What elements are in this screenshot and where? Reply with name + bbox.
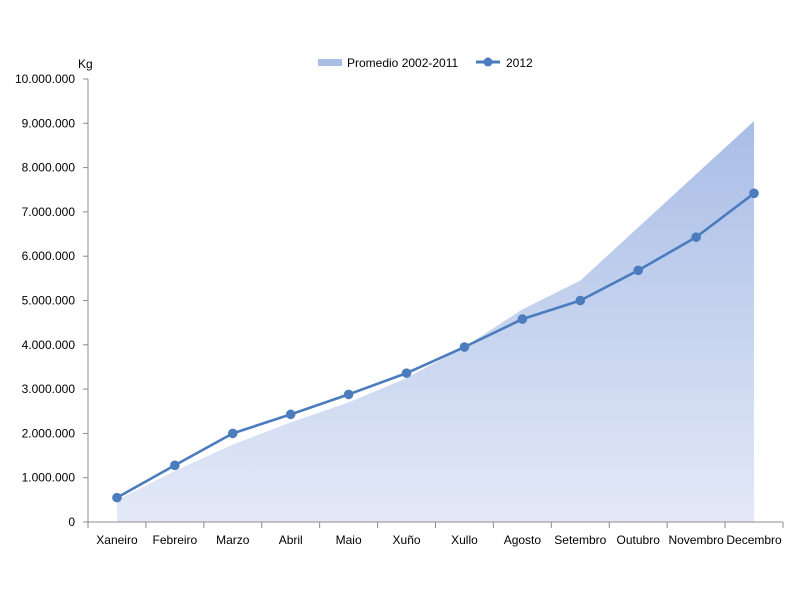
- x-tick-label: Maio: [336, 533, 362, 547]
- x-axis-tick-labels: Xaneiro Febreiro Marzo Abril Maio Xuño Xullo Ag…: [96, 533, 782, 547]
- y-tick-label: 1.000.000: [22, 471, 76, 485]
- legend-swatch-average: [318, 59, 342, 66]
- x-tick-label: Febreiro: [153, 533, 198, 547]
- line-series-2012: [112, 188, 759, 503]
- legend-label-average: Promedio 2002-2011: [347, 56, 459, 70]
- point-2012: [459, 342, 470, 352]
- point-2012: [575, 295, 586, 306]
- x-tick-label: Abril: [279, 533, 303, 547]
- average-area: [116, 121, 755, 523]
- y-axis-tick-labels: 0 1.000.000 2.000.000 3.000.000 4.000.000 5.0…: [15, 72, 75, 529]
- point-2012: [227, 428, 238, 439]
- y-tick-label: 6.000.000: [22, 249, 76, 263]
- point-2012: [633, 265, 644, 276]
- y-tick-label: 9.000.000: [22, 116, 76, 130]
- y-tick-label: 4.000.000: [22, 338, 76, 352]
- y-tick-label: 2.000.000: [22, 426, 76, 440]
- legend: Promedio 2002-2011 2012: [318, 56, 533, 70]
- x-tick-label: Novembro: [668, 533, 724, 547]
- legend-marker-2012: [483, 57, 493, 67]
- point-2012: [691, 232, 701, 242]
- y-axis-unit-label: Kg: [78, 57, 93, 71]
- x-tick-label: Decembro: [726, 533, 782, 547]
- x-tick-label: Agosto: [504, 533, 542, 547]
- y-tick-label: 7.000.000: [22, 205, 76, 219]
- point-2012: [170, 460, 180, 471]
- point-2012: [285, 409, 296, 420]
- axes: [83, 78, 784, 528]
- x-tick-label: Xuño: [393, 533, 421, 547]
- average-area-series: [116, 121, 755, 523]
- x-tick-label: Xaneiro: [96, 533, 138, 547]
- y-tick-label: 3.000.000: [22, 382, 76, 396]
- point-2012: [749, 188, 759, 199]
- y-tick-label: 5.000.000: [22, 294, 76, 308]
- x-tick-label: Outubro: [617, 533, 661, 547]
- x-tick-label: Xullo: [451, 533, 478, 547]
- y-tick-label: 8.000.000: [22, 161, 76, 175]
- line-2012: [116, 192, 755, 499]
- x-tick-label: Marzo: [216, 533, 250, 547]
- legend-label-2012: 2012: [506, 56, 533, 70]
- y-tick-label: 0: [68, 515, 75, 529]
- point-2012: [343, 389, 354, 400]
- y-tick-label: 10.000.000: [15, 72, 75, 86]
- point-2012: [401, 368, 412, 378]
- point-2012: [112, 492, 122, 503]
- x-tick-label: Setembro: [554, 533, 606, 547]
- point-2012: [517, 314, 528, 324]
